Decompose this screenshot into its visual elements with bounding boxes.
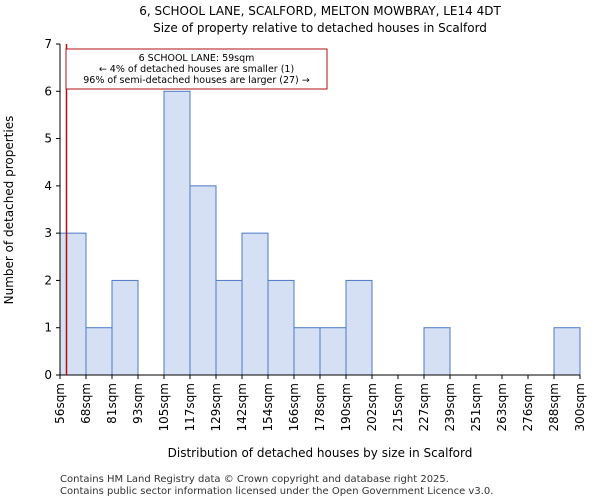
x-axis-label: Distribution of detached houses by size … — [168, 446, 473, 460]
annotation-line: ← 4% of detached houses are smaller (1) — [99, 64, 294, 75]
bar-288sqm — [553, 327, 581, 376]
y-axis-label: Number of detached properties — [2, 116, 16, 305]
bar-190sqm — [345, 279, 373, 376]
y-tick-label: 7 — [44, 37, 52, 51]
bar-178sqm — [319, 327, 347, 376]
x-tick-label: 239sqm — [443, 383, 457, 431]
y-tick-label: 6 — [44, 84, 52, 98]
footer-line1: Contains HM Land Registry data © Crown c… — [60, 474, 449, 485]
x-tick-label: 178sqm — [313, 383, 327, 431]
x-tick-label: 227sqm — [417, 383, 431, 431]
x-tick-label: 68sqm — [79, 383, 93, 424]
bar-68sqm — [85, 327, 113, 376]
y-tick-label: 5 — [44, 132, 52, 146]
x-tick-label: 81sqm — [105, 383, 119, 424]
x-tick-label: 263sqm — [495, 383, 509, 431]
x-tick-label: 300sqm — [573, 383, 587, 431]
x-tick-label: 93sqm — [131, 383, 145, 424]
y-tick-label: 4 — [44, 179, 52, 193]
chart-title-line2: Size of property relative to detached ho… — [153, 21, 487, 35]
annotation-line: 6 SCHOOL LANE: 59sqm — [139, 53, 255, 64]
annotation-box — [65, 48, 328, 90]
y-tick-label: 1 — [44, 321, 52, 335]
x-tick-label: 251sqm — [469, 383, 483, 431]
y-tick-label: 3 — [44, 226, 52, 240]
y-tick-label: 0 — [44, 368, 52, 382]
annotation-line: 96% of semi-detached houses are larger (… — [83, 75, 310, 86]
bar-81sqm — [111, 279, 139, 376]
bar-166sqm — [293, 327, 321, 376]
bar-227sqm — [423, 327, 451, 376]
x-tick-label: 154sqm — [261, 383, 275, 431]
bar-129sqm — [215, 279, 243, 376]
chart-title-line1: 6, SCHOOL LANE, SCALFORD, MELTON MOWBRAY… — [139, 4, 501, 18]
x-tick-label: 190sqm — [339, 383, 353, 431]
bar-56sqm — [59, 232, 87, 376]
x-tick-label: 276sqm — [521, 383, 535, 431]
bar-154sqm — [267, 279, 295, 376]
x-tick-label: 166sqm — [287, 383, 301, 431]
x-tick-label: 105sqm — [157, 383, 171, 431]
x-tick-label: 142sqm — [235, 383, 249, 431]
x-tick-label: 117sqm — [183, 383, 197, 431]
x-tick-label: 56sqm — [53, 383, 67, 424]
x-tick-label: 202sqm — [365, 383, 379, 431]
footer-line2: Contains public sector information licen… — [60, 486, 493, 497]
x-tick-label: 215sqm — [391, 383, 405, 431]
bar-142sqm — [241, 232, 269, 376]
y-tick-label: 2 — [44, 273, 52, 287]
x-tick-label: 129sqm — [209, 383, 223, 431]
bar-105sqm — [163, 90, 191, 376]
x-tick-label: 288sqm — [547, 383, 561, 431]
bar-117sqm — [189, 185, 217, 376]
